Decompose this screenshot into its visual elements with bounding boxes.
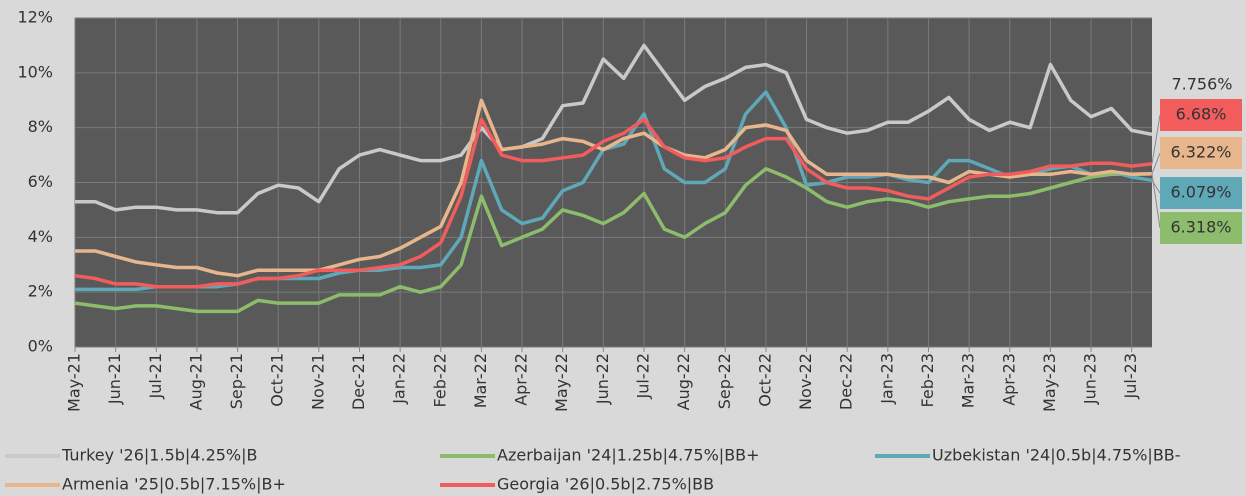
y-tick-label: 0% bbox=[28, 337, 53, 356]
x-tick-label: Jan-23 bbox=[877, 353, 896, 405]
x-tick-label: Sep-21 bbox=[227, 353, 246, 409]
series-line bbox=[75, 43, 1153, 215]
x-tick-label: Apr-23 bbox=[999, 353, 1018, 406]
series-line bbox=[75, 98, 1153, 278]
x-tick-label: Oct-22 bbox=[755, 353, 774, 407]
end-connector bbox=[1151, 152, 1161, 174]
x-tick-label: Aug-22 bbox=[674, 353, 693, 410]
x-tick-label: Nov-22 bbox=[796, 353, 815, 410]
x-tick-label: Oct-21 bbox=[268, 353, 287, 407]
x-tick-label: Jul-23 bbox=[1121, 353, 1140, 399]
end-label-box bbox=[1160, 212, 1242, 244]
y-tick-label: 2% bbox=[28, 282, 53, 301]
x-tick-label: Sep-22 bbox=[715, 353, 734, 409]
series-line bbox=[74, 167, 1153, 314]
series-line bbox=[74, 117, 1153, 289]
x-tick-label: Jun-21 bbox=[105, 353, 124, 405]
x-tick-label: Dec-21 bbox=[349, 353, 368, 410]
y-tick-label: 4% bbox=[28, 227, 53, 246]
legend-label: Georgia '26|0.5b|2.75%|BB bbox=[497, 475, 714, 494]
end-label: 6.318% bbox=[1170, 218, 1231, 237]
x-tick-label: May-21 bbox=[65, 353, 84, 412]
x-tick-label: May-22 bbox=[552, 353, 571, 412]
x-tick-label: Jun-23 bbox=[1081, 353, 1100, 405]
x-tick-label: Jun-22 bbox=[593, 353, 612, 405]
x-tick-label: May-23 bbox=[1040, 353, 1059, 412]
legend-label: Turkey '26|1.5b|4.25%|B bbox=[61, 446, 258, 465]
end-label-box bbox=[1160, 177, 1242, 209]
end-label: 7.756% bbox=[1171, 75, 1232, 94]
y-tick-label: 8% bbox=[28, 117, 53, 136]
legend-label: Armenia '25|0.5b|7.15%|B+ bbox=[62, 475, 286, 494]
end-label: 6.079% bbox=[1170, 183, 1231, 202]
x-tick-label: Jan-22 bbox=[390, 353, 409, 405]
x-tick-label: Mar-22 bbox=[471, 353, 490, 408]
x-tick-label: Apr-22 bbox=[512, 353, 531, 406]
end-connector bbox=[1151, 180, 1161, 194]
x-tick-label: Nov-21 bbox=[308, 353, 327, 410]
y-tick-label: 10% bbox=[17, 62, 53, 81]
end-label: 6.322% bbox=[1170, 143, 1231, 162]
y-tick-label: 12% bbox=[17, 8, 53, 27]
x-tick-label: Aug-21 bbox=[186, 353, 205, 410]
x-tick-label: Feb-23 bbox=[918, 353, 937, 407]
end-label: 6.68% bbox=[1176, 105, 1227, 124]
y-tick-label: 6% bbox=[28, 172, 53, 191]
x-tick-label: Jul-21 bbox=[146, 353, 165, 399]
x-tick-label: Mar-23 bbox=[959, 353, 978, 408]
end-connector bbox=[1151, 114, 1161, 164]
legend-label: Uzbekistan '24|0.5b|4.75%|BB- bbox=[932, 446, 1181, 465]
end-label-box bbox=[1160, 137, 1242, 169]
legend-label: Azerbaijan '24|1.25b|4.75%|BB+ bbox=[497, 446, 760, 465]
x-tick-label: Feb-22 bbox=[430, 353, 449, 407]
end-label-box bbox=[1160, 99, 1242, 131]
x-tick-label: Dec-22 bbox=[837, 353, 856, 410]
x-tick-label: Jul-22 bbox=[633, 353, 652, 399]
